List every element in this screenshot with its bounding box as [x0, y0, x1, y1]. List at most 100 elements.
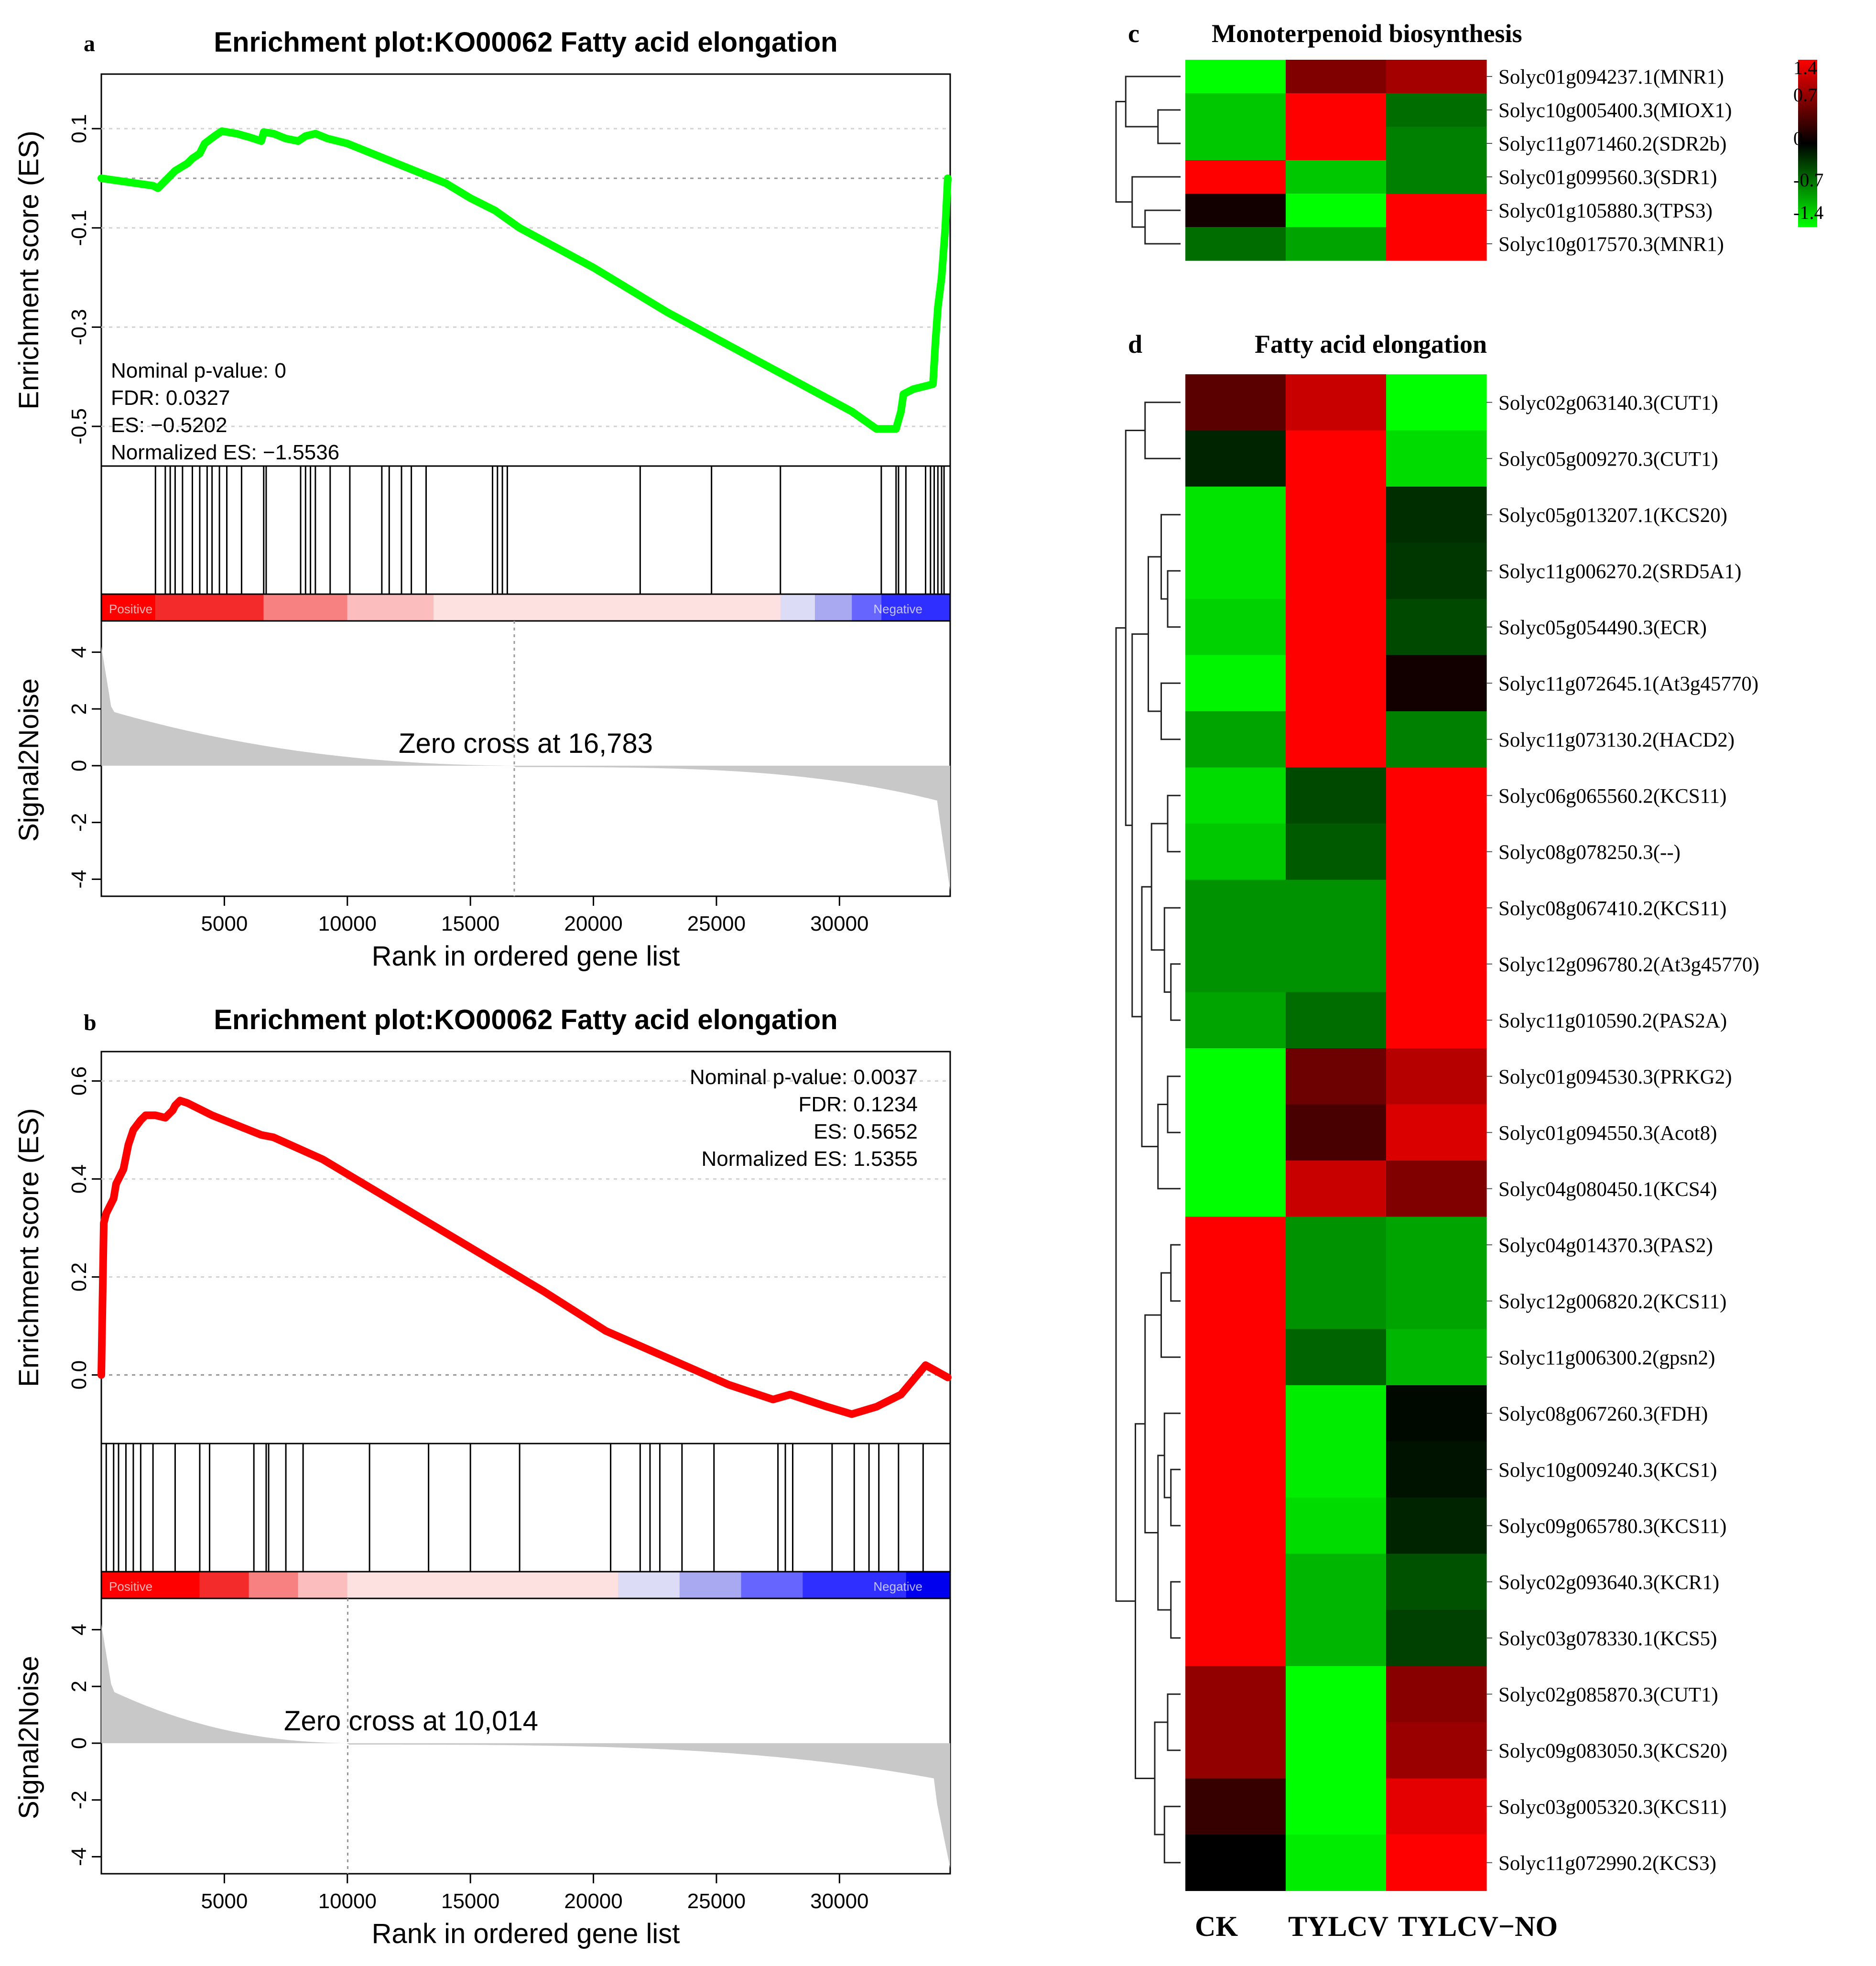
dendrogram-branch: [1163, 907, 1181, 993]
heatmap-cell: [1386, 824, 1487, 880]
heatmap-cell: [1286, 1273, 1387, 1330]
hit-lines-b: [105, 1444, 924, 1572]
heatmap-cell: [1185, 711, 1286, 768]
ranked-bar-segment: [199, 1572, 249, 1598]
zero-cross-label-a: Zero cross at 16,783: [399, 728, 653, 759]
metric-axis-label-a: Signal2Noise: [13, 678, 44, 842]
ranked-bar-segment: [618, 1572, 680, 1598]
heatmap-cell: [1386, 936, 1487, 993]
heatmap-title-d: Fatty acid elongation: [1255, 330, 1487, 358]
positive-label-a: Positive: [109, 602, 152, 616]
row-label: Solyc11g072645.1(At3g45770): [1498, 673, 1758, 695]
row-label: Solyc08g078250.3(--): [1498, 841, 1681, 864]
negative-label-b: Negative: [873, 1579, 922, 1594]
heatmap-title-c: Monoterpenoid biosynthesis: [1212, 19, 1522, 48]
positive-label-b: Positive: [109, 1579, 152, 1594]
heatmap-cell: [1386, 543, 1487, 599]
row-label: Solyc11g010590.2(PAS2A): [1498, 1010, 1727, 1032]
dendrogram-branch: [1131, 176, 1181, 228]
metric-y-ticks-a: 4 2 0 -2 -4: [67, 646, 101, 889]
heatmap-cell: [1386, 880, 1487, 936]
ranked-bar-segment: [347, 1572, 618, 1598]
gsea-panel-b: b Enrichment plot:KO00062 Fatty acid elo…: [13, 1004, 952, 1949]
heatmap-cell: [1286, 1666, 1387, 1723]
heatmap-cell: [1185, 1385, 1286, 1442]
es-y-tick-label: -0.3: [67, 309, 91, 345]
ranked-bar-segment: [780, 594, 815, 621]
metric-y-tick-label: -2: [67, 813, 91, 832]
dendrogram-branch: [1167, 1075, 1181, 1133]
x-tick-label: 20000: [564, 1890, 622, 1913]
heatmap-cell: [1386, 487, 1487, 543]
dendrogram-branch: [1160, 682, 1181, 740]
heatmap-cell: [1386, 1441, 1487, 1498]
ranked-bar-segment: [881, 594, 950, 621]
column-label-ck: CK: [1195, 1911, 1238, 1942]
row-label: Solyc01g094550.3(Acot8): [1498, 1122, 1717, 1144]
heatmap-cell: [1185, 880, 1286, 936]
stat-fdr-a: FDR: 0.0327: [111, 386, 230, 410]
row-label: Solyc01g094237.1(MNR1): [1498, 66, 1724, 88]
ranked-bar-segment: [741, 1572, 803, 1598]
x-tick-label: 30000: [810, 912, 868, 935]
heatmap-cell: [1185, 824, 1286, 880]
row-label: Solyc11g073130.2(HACD2): [1498, 729, 1735, 751]
heatmap-cell: [1286, 543, 1387, 599]
dendrogram-branch: [1125, 430, 1145, 826]
heatmap-cell: [1386, 1273, 1487, 1330]
ranked-bar-b: Positive Negative: [100, 1571, 951, 1599]
heatmap-cell: [1286, 194, 1387, 228]
es-plot-b: 0.6 0.4 0.2 0.0 Enrichment score (ES) Nomin…: [13, 1051, 952, 1445]
metric-area-b: [101, 1624, 950, 1868]
color-key-tick-07: 0.7: [1793, 84, 1817, 106]
row-label: Solyc01g094530.3(PRKG2): [1498, 1066, 1732, 1088]
heatmap-cell: [1185, 992, 1286, 1049]
heatmap-cell: [1286, 1329, 1387, 1386]
heatmap-cell: [1386, 160, 1487, 194]
dendrogram-branch: [1144, 402, 1181, 459]
dendrogram-branch: [1167, 1693, 1181, 1751]
heatmap-cell: [1386, 1498, 1487, 1554]
heatmap-cell: [1286, 880, 1387, 936]
heatmap-cell: [1185, 599, 1286, 656]
heatmap-cell: [1286, 992, 1387, 1049]
heatmap-cell: [1185, 194, 1286, 228]
hit-lines-a: [154, 466, 945, 594]
metric-y-tick-label: 2: [67, 703, 91, 715]
row-label: Solyc11g072990.2(KCS3): [1498, 1852, 1716, 1875]
x-tick-label: 5000: [201, 1890, 248, 1913]
ranked-bar-segment: [101, 594, 156, 621]
row-label: Solyc03g078330.1(KCS5): [1498, 1628, 1717, 1650]
heatmap-cell: [1386, 93, 1487, 127]
color-key-tick-high: 1.4: [1793, 57, 1817, 78]
row-label: Solyc02g085870.3(CUT1): [1498, 1684, 1718, 1706]
heatmap-cell: [1286, 430, 1387, 487]
dendrogram-branch: [1150, 823, 1168, 951]
heatmap-cell: [1386, 127, 1487, 161]
heatmap-cell: [1286, 655, 1387, 712]
heatmap-cell: [1386, 194, 1487, 228]
metric-area-fill: [101, 1624, 950, 1868]
metric-y-tick-label: 4: [67, 1624, 91, 1635]
x-tick-label: 15000: [441, 1890, 499, 1913]
heatmap-cell: [1286, 824, 1387, 880]
heatmap-cell: [1185, 227, 1286, 261]
heatmap-cell: [1386, 1553, 1487, 1610]
dendrogram-branch: [1144, 209, 1181, 245]
es-y-tick-label: 0.4: [67, 1164, 91, 1194]
metric-y-tick-label: 0: [67, 1738, 91, 1749]
metric-area-a: [101, 646, 950, 891]
metric-y-ticks-b: 4 2 0 -2 -4: [67, 1624, 101, 1866]
x-axis-label-b: Rank in ordered gene list: [372, 1918, 680, 1949]
dendrogram-branch: [1160, 514, 1181, 600]
heatmap-cell: [1185, 1553, 1286, 1610]
heatmap-cell: [1286, 60, 1387, 94]
row-label: Solyc11g006270.2(SRD5A1): [1498, 560, 1741, 583]
dendrogram-branch: [1157, 1104, 1181, 1190]
dendrogram-branch: [1115, 101, 1132, 203]
heatmap-cell: [1386, 1722, 1487, 1779]
x-ticks-b: 5000 10000 15000 20000 25000 30000: [201, 1874, 869, 1913]
heatmap-cell: [1286, 1385, 1387, 1442]
ranked-bar-segment: [298, 1572, 347, 1598]
stat-nes-b: Normalized ES: 1.5355: [702, 1147, 918, 1171]
